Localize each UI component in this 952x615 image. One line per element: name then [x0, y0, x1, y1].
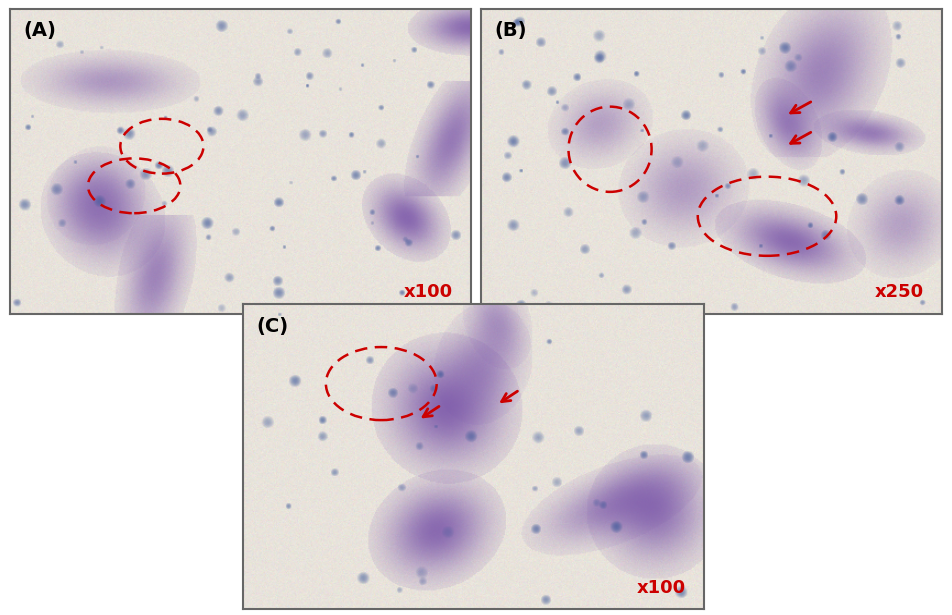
Text: (A): (A)	[24, 22, 56, 41]
Text: x100: x100	[404, 284, 453, 301]
Text: x250: x250	[875, 284, 924, 301]
Text: (C): (C)	[257, 317, 288, 336]
Text: (B): (B)	[495, 22, 527, 41]
Text: x100: x100	[637, 579, 686, 597]
